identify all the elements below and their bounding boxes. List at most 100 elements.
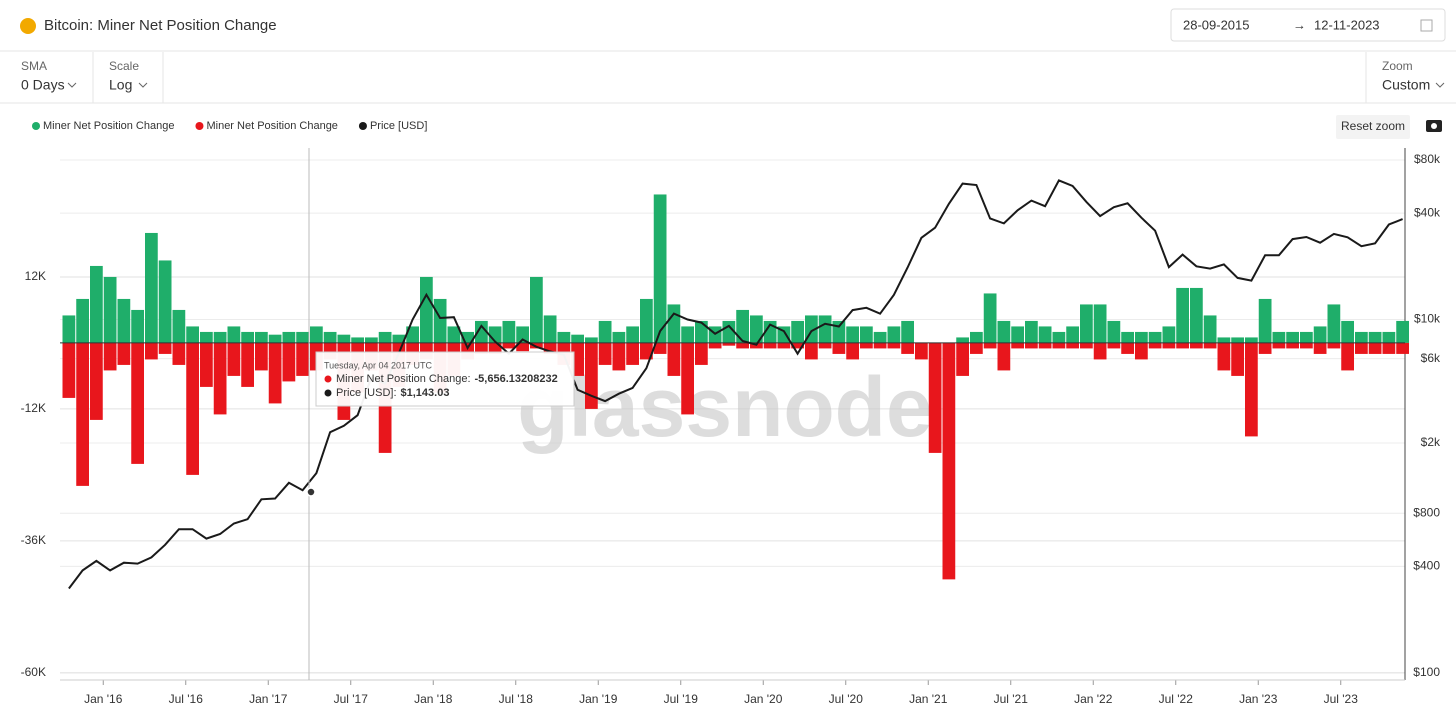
bar bbox=[1368, 331, 1382, 343]
bar bbox=[172, 309, 186, 343]
bar bbox=[158, 260, 172, 343]
date-range[interactable] bbox=[1170, 8, 1446, 42]
bar bbox=[516, 342, 529, 352]
bar bbox=[846, 342, 859, 360]
price-line bbox=[68, 179, 1403, 590]
chevron bbox=[1435, 82, 1445, 88]
bar bbox=[1272, 342, 1286, 349]
bar bbox=[1286, 331, 1299, 343]
bar bbox=[296, 342, 309, 376]
bar bbox=[76, 342, 89, 486]
y-tick-label: -60K bbox=[21, 665, 46, 679]
bar bbox=[1300, 342, 1313, 349]
bar bbox=[186, 326, 199, 343]
bar bbox=[750, 315, 763, 343]
bar bbox=[1176, 342, 1189, 349]
x-tick-label: Jan '19 bbox=[579, 692, 618, 706]
y-tick-label: 12K bbox=[25, 269, 46, 283]
bar bbox=[103, 276, 117, 343]
bar bbox=[585, 337, 598, 343]
bar bbox=[1313, 326, 1327, 343]
bar bbox=[873, 331, 887, 343]
tooltip-label: Miner Net Position Change: bbox=[336, 373, 471, 385]
bar bbox=[1011, 326, 1024, 343]
bar bbox=[1245, 337, 1258, 343]
bar bbox=[1341, 342, 1354, 371]
bar bbox=[502, 342, 516, 349]
zoom-value[interactable]: Custom bbox=[1382, 77, 1430, 93]
bar bbox=[200, 331, 213, 343]
bar bbox=[282, 331, 296, 343]
date-from[interactable]: 28-09-2015 bbox=[1183, 17, 1250, 32]
bar bbox=[983, 293, 997, 343]
zoom-label: Zoom bbox=[1382, 59, 1413, 73]
bar bbox=[612, 342, 626, 371]
sma-label: SMA bbox=[21, 59, 47, 73]
bitcoin-icon bbox=[20, 18, 36, 34]
bar bbox=[1217, 337, 1231, 343]
bar bbox=[997, 342, 1011, 371]
hover-point bbox=[306, 487, 316, 497]
tooltip-swatch bbox=[324, 375, 332, 383]
bar bbox=[1382, 331, 1396, 343]
x-tick-label: Jul '21 bbox=[994, 692, 1029, 706]
legend-swatch bbox=[195, 122, 204, 130]
bar bbox=[1148, 342, 1162, 349]
sma-value[interactable]: 0 Days bbox=[21, 77, 65, 93]
bar bbox=[681, 326, 694, 343]
bar bbox=[62, 342, 76, 398]
x-tick-label: Jan '23 bbox=[1239, 692, 1278, 706]
bar bbox=[461, 331, 474, 343]
bar bbox=[1313, 342, 1327, 354]
bar bbox=[255, 331, 268, 343]
tooltip-value: $1,143.03 bbox=[401, 387, 450, 399]
bar bbox=[846, 326, 859, 343]
bar bbox=[365, 337, 378, 343]
bar bbox=[1107, 342, 1121, 349]
reset-zoom-button[interactable] bbox=[1336, 115, 1410, 139]
legend-label[interactable]: Miner Net Position Change bbox=[43, 120, 174, 132]
bar bbox=[1341, 320, 1354, 343]
x-tick-label: Jul '22 bbox=[1159, 692, 1194, 706]
bar bbox=[571, 334, 584, 343]
legend-label[interactable]: Miner Net Position Change bbox=[206, 120, 337, 132]
scale-value[interactable]: Log bbox=[109, 77, 132, 93]
bar bbox=[1217, 342, 1231, 371]
tooltip-swatch bbox=[324, 389, 332, 397]
bar bbox=[1121, 331, 1134, 343]
bar bbox=[392, 334, 406, 343]
tooltip-box bbox=[315, 351, 575, 407]
bar bbox=[695, 342, 708, 365]
legend-label[interactable]: Price [USD] bbox=[370, 120, 427, 132]
bar bbox=[1080, 342, 1093, 349]
bar bbox=[956, 337, 969, 343]
bar bbox=[90, 342, 103, 420]
bar bbox=[1025, 320, 1038, 343]
bar bbox=[1258, 298, 1272, 343]
reset-zoom-text[interactable]: Reset zoom bbox=[1341, 119, 1405, 133]
bar bbox=[887, 342, 901, 349]
bar bbox=[818, 315, 832, 343]
x-tick-label: Jan '20 bbox=[744, 692, 783, 706]
bar bbox=[516, 326, 529, 343]
bar bbox=[722, 342, 736, 346]
bar bbox=[763, 342, 777, 349]
bar bbox=[860, 326, 873, 343]
date-to[interactable]: 12-11-2023 bbox=[1314, 17, 1380, 32]
bar bbox=[268, 342, 282, 404]
bar bbox=[1286, 342, 1299, 349]
bar bbox=[818, 342, 832, 349]
bar bbox=[1382, 342, 1396, 354]
bar bbox=[530, 276, 543, 343]
title: Bitcoin: Miner Net Position Change bbox=[44, 17, 277, 34]
bar bbox=[1396, 320, 1409, 343]
calendar-icon[interactable] bbox=[1420, 19, 1433, 32]
bar bbox=[791, 320, 804, 343]
y2-tick-label: $100 bbox=[1413, 665, 1440, 679]
bar bbox=[158, 342, 172, 354]
x-tick-label: Jul '17 bbox=[334, 692, 369, 706]
bar bbox=[1190, 342, 1203, 349]
bar bbox=[323, 331, 337, 343]
